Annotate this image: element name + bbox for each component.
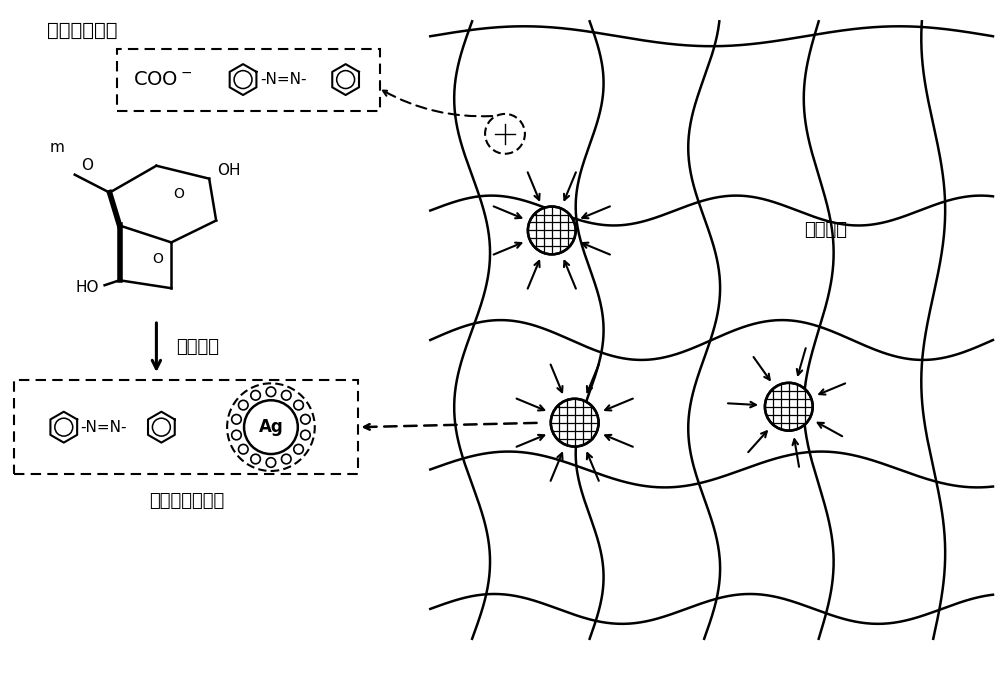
FancyBboxPatch shape [117,49,380,111]
Text: OH: OH [217,163,241,178]
Text: -N=N-: -N=N- [260,72,306,87]
Text: O: O [81,158,93,173]
Text: COO$^-$: COO$^-$ [133,70,193,89]
Text: 协同传质: 协同传质 [176,338,219,356]
Text: 光催化反应体系: 光催化反应体系 [149,493,224,510]
Text: 网络结构: 网络结构 [804,221,847,240]
Circle shape [528,207,576,254]
Text: -N=N-: -N=N- [81,420,127,435]
Text: Ag: Ag [259,418,283,436]
Text: O: O [173,187,184,201]
Circle shape [244,400,298,454]
Circle shape [551,399,599,447]
Text: 高分子水凝胶: 高分子水凝胶 [47,21,117,40]
Text: m: m [49,140,64,155]
Text: HO: HO [76,279,99,295]
Text: O: O [152,252,163,266]
FancyBboxPatch shape [14,380,358,475]
Circle shape [765,383,813,431]
